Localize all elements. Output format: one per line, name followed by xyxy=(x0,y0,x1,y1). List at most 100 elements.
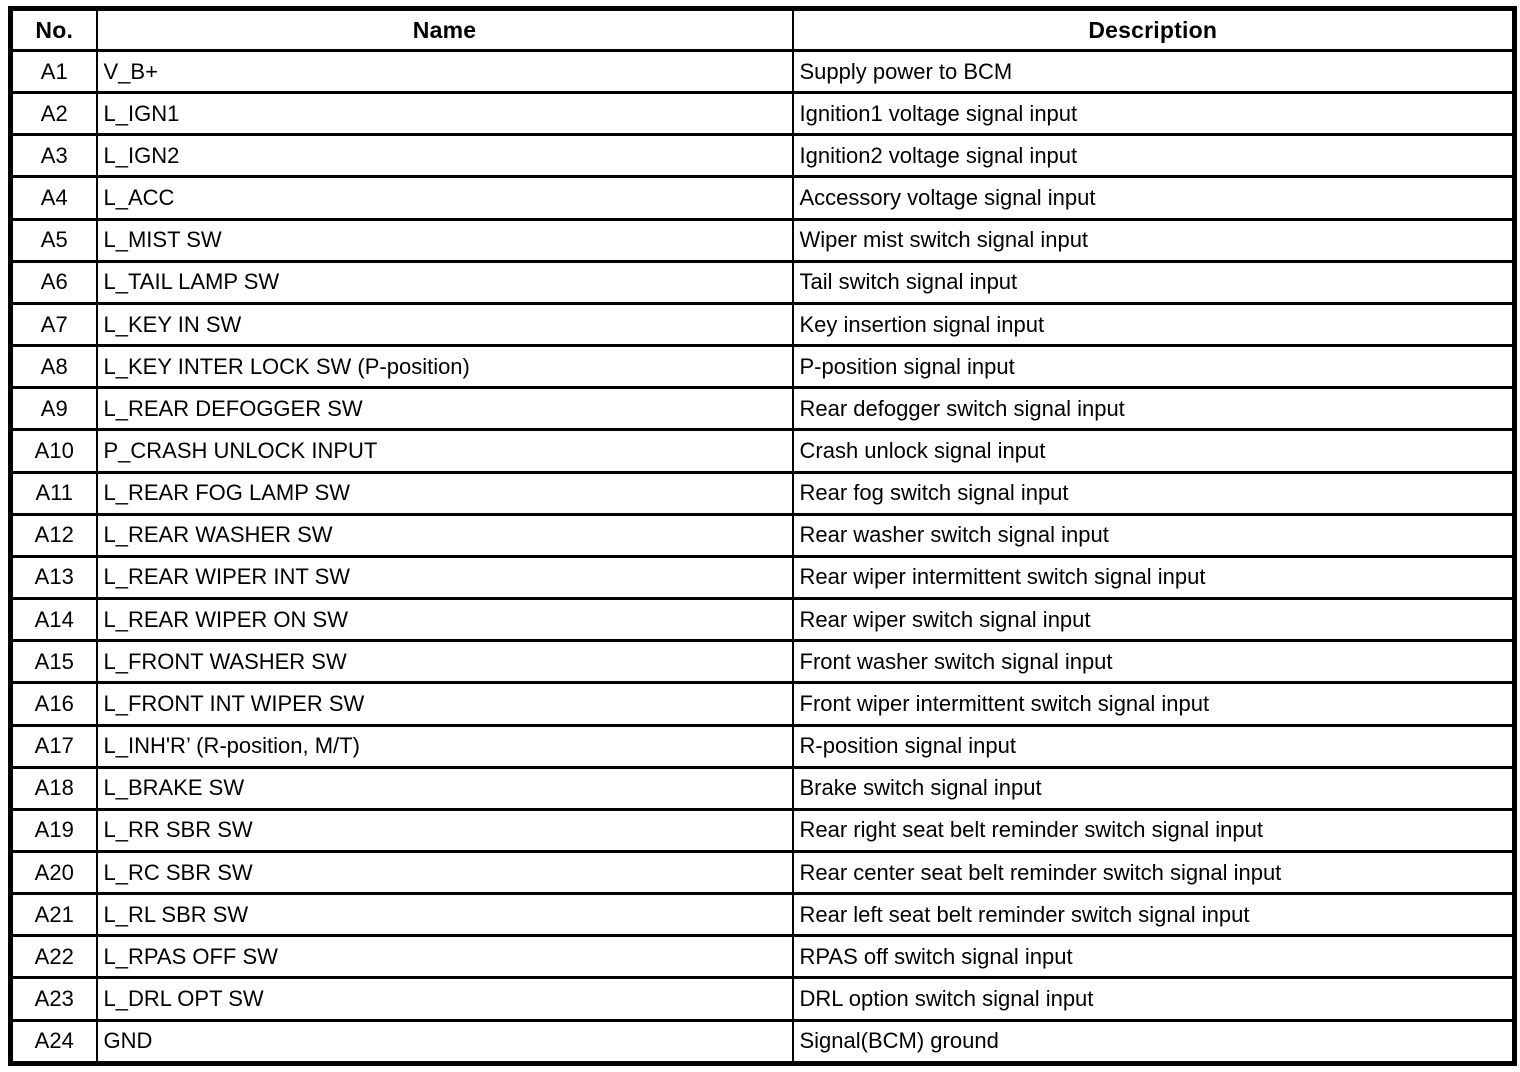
pin-name-cell: GND xyxy=(95,1018,794,1066)
pin-description-cell: Rear left seat belt reminder switch sign… xyxy=(791,892,1516,938)
pin-number-cell: A1 xyxy=(9,48,98,95)
pin-number-cell: A22 xyxy=(9,934,98,980)
pin-description-cell: Tail switch signal input xyxy=(791,259,1516,305)
table-row: A16 L_FRONT INT WIPER SW Front wiper inter… xyxy=(9,681,1516,727)
pin-description-cell: Brake switch signal input xyxy=(791,765,1516,811)
pin-number-cell: A19 xyxy=(9,807,98,853)
table-row: A22 L_RPAS OFF SW RPAS off switch signal i… xyxy=(9,934,1516,980)
table-row: A21 L_RL SBR SW Rear left seat belt remind… xyxy=(9,892,1516,938)
pin-description-cell: R-position signal input xyxy=(791,723,1516,769)
pin-name-cell: L_TAIL LAMP SW xyxy=(95,259,794,305)
pin-name-cell: L_FRONT WASHER SW xyxy=(95,639,794,685)
pin-number-cell: A7 xyxy=(9,301,98,348)
table-row: A7 L_KEY IN SW Key insertion signal input xyxy=(9,301,1516,348)
pin-name-cell: P_CRASH UNLOCK INPUT xyxy=(95,428,794,474)
table-row: A20 L_RC SBR SW Rear center seat belt remi… xyxy=(9,849,1516,896)
pin-number-cell: A20 xyxy=(9,849,98,896)
pin-number-cell: A12 xyxy=(9,512,98,558)
pin-name-cell: L_RPAS OFF SW xyxy=(95,934,794,980)
pin-number-cell: A13 xyxy=(9,554,98,601)
table-row: A8 L_KEY INTER LOCK SW (P-position) P-posi… xyxy=(9,344,1516,390)
column-header-description: Description xyxy=(791,7,1516,52)
pin-number-cell: A14 xyxy=(9,597,98,643)
pin-number-cell: A8 xyxy=(9,344,98,390)
table-row: A9 L_REAR DEFOGGER SW Rear defogger switch… xyxy=(9,386,1516,432)
pin-number-cell: A4 xyxy=(9,175,98,221)
pin-name-cell: L_REAR WIPER ON SW xyxy=(95,597,794,643)
pin-number-cell: A18 xyxy=(9,765,98,811)
pin-name-cell: L_KEY INTER LOCK SW (P-position) xyxy=(95,344,794,390)
pin-number-cell: A3 xyxy=(9,133,98,179)
table-row: A18 L_BRAKE SW Brake switch signal input xyxy=(9,765,1516,811)
pin-name-cell: L_MIST SW xyxy=(95,217,794,263)
pin-number-cell: A17 xyxy=(9,723,98,769)
pin-description-cell: Rear fog switch signal input xyxy=(791,470,1516,516)
table-row: A5 L_MIST SW Wiper mist switch signal inpu… xyxy=(9,217,1516,263)
pin-description-cell: Rear right seat belt reminder switch sig… xyxy=(791,807,1516,853)
pin-number-cell: A23 xyxy=(9,976,98,1022)
pin-number-cell: A21 xyxy=(9,892,98,938)
pin-number-cell: A11 xyxy=(9,470,98,516)
pin-name-cell: L_ACC xyxy=(95,175,794,221)
table-body: A1 V_B+ Supply power to BCM A2 L_IGN1 Ignitio… xyxy=(9,48,1516,1066)
pin-description-cell: Supply power to BCM xyxy=(791,48,1516,95)
pin-description-cell: Rear wiper intermittent switch signal in… xyxy=(791,554,1516,601)
column-header-name: Name xyxy=(95,7,794,52)
pin-name-cell: V_B+ xyxy=(95,48,794,95)
table-row: A1 V_B+ Supply power to BCM xyxy=(9,48,1516,95)
pin-name-cell: L_INH'R’ (R-position, M/T) xyxy=(95,723,794,769)
table-row: A15 L_FRONT WASHER SW Front washer switch … xyxy=(9,639,1516,685)
pin-number-cell: A6 xyxy=(9,259,98,305)
pin-name-cell: L_RL SBR SW xyxy=(95,892,794,938)
table-row: A2 L_IGN1 Ignition1 voltage signal input xyxy=(9,91,1516,137)
pin-number-cell: A9 xyxy=(9,386,98,432)
pin-description-cell: Front washer switch signal input xyxy=(791,639,1516,685)
pin-name-cell: L_DRL OPT SW xyxy=(95,976,794,1022)
pin-description-cell: Rear center seat belt reminder switch si… xyxy=(791,849,1516,896)
pin-name-cell: L_REAR WIPER INT SW xyxy=(95,554,794,601)
pin-description-cell: DRL option switch signal input xyxy=(791,976,1516,1022)
pin-description-cell: Rear wiper switch signal input xyxy=(791,597,1516,643)
column-header-no: No. xyxy=(9,7,98,52)
connector-pin-table: No. Name Description A1 V_B+ Supply power … xyxy=(8,6,1517,1066)
pin-number-cell: A16 xyxy=(9,681,98,727)
pin-description-cell: RPAS off switch signal input xyxy=(791,934,1516,980)
table-row: A11 L_REAR FOG LAMP SW Rear fog switch sig… xyxy=(9,470,1516,516)
pin-description-cell: Front wiper intermittent switch signal i… xyxy=(791,681,1516,727)
table-row: A24 GND Signal(BCM) ground xyxy=(9,1018,1516,1066)
pin-name-cell: L_REAR DEFOGGER SW xyxy=(95,386,794,432)
pin-description-cell: Key insertion signal input xyxy=(791,301,1516,348)
pin-description-cell: Rear defogger switch signal input xyxy=(791,386,1516,432)
pin-name-cell: L_FRONT INT WIPER SW xyxy=(95,681,794,727)
table-row: A19 L_RR SBR SW Rear right seat belt remin… xyxy=(9,807,1516,853)
pin-number-cell: A24 xyxy=(9,1018,98,1066)
pin-name-cell: L_REAR FOG LAMP SW xyxy=(95,470,794,516)
pin-description-cell: Accessory voltage signal input xyxy=(791,175,1516,221)
pin-name-cell: L_IGN2 xyxy=(95,133,794,179)
pin-description-cell: Wiper mist switch signal input xyxy=(791,217,1516,263)
pin-description-cell: Ignition1 voltage signal input xyxy=(791,91,1516,137)
pin-number-cell: A5 xyxy=(9,217,98,263)
pin-number-cell: A10 xyxy=(9,428,98,474)
pin-description-cell: Crash unlock signal input xyxy=(791,428,1516,474)
pin-number-cell: A15 xyxy=(9,639,98,685)
table-row: A17 L_INH'R’ (R-position, M/T) R-position … xyxy=(9,723,1516,769)
table-row: A13 L_REAR WIPER INT SW Rear wiper intermi… xyxy=(9,554,1516,601)
pin-description-cell: P-position signal input xyxy=(791,344,1516,390)
table-row: A3 L_IGN2 Ignition2 voltage signal input xyxy=(9,133,1516,179)
table-header-row: No. Name Description xyxy=(9,7,1516,52)
pin-name-cell: L_KEY IN SW xyxy=(95,301,794,348)
table-row: A10 P_CRASH UNLOCK INPUT Crash unlock sign… xyxy=(9,428,1516,474)
pin-name-cell: L_RC SBR SW xyxy=(95,849,794,896)
table-row: A23 L_DRL OPT SW DRL option switch signal … xyxy=(9,976,1516,1022)
pin-number-cell: A2 xyxy=(9,91,98,137)
pin-name-cell: L_BRAKE SW xyxy=(95,765,794,811)
table-row: A4 L_ACC Accessory voltage signal input xyxy=(9,175,1516,221)
table-row: A12 L_REAR WASHER SW Rear washer switch si… xyxy=(9,512,1516,558)
pin-name-cell: L_RR SBR SW xyxy=(95,807,794,853)
pin-description-cell: Rear washer switch signal input xyxy=(791,512,1516,558)
table-row: A14 L_REAR WIPER ON SW Rear wiper switch s… xyxy=(9,597,1516,643)
pin-description-cell: Ignition2 voltage signal input xyxy=(791,133,1516,179)
pin-description-cell: Signal(BCM) ground xyxy=(791,1018,1516,1066)
